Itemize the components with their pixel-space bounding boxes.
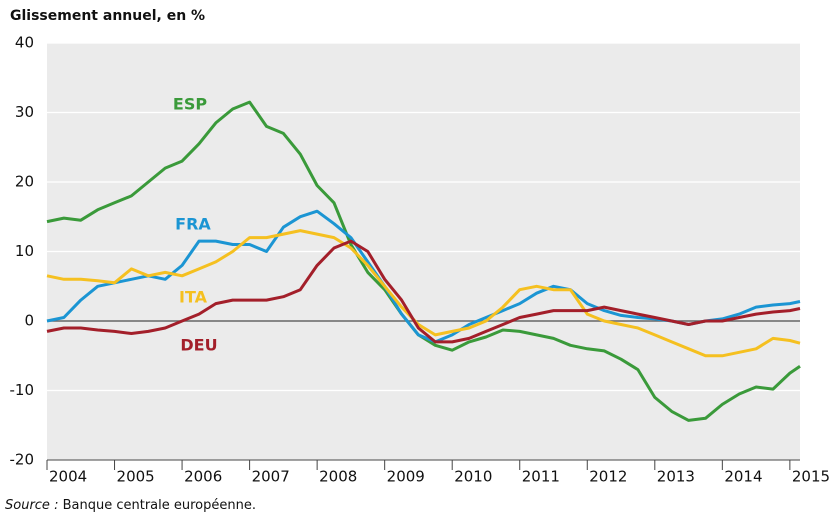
y-tick-label: 30 bbox=[15, 103, 34, 121]
x-tick-label: 2010 bbox=[454, 468, 492, 486]
source: Source : Banque centrale européenne. bbox=[5, 498, 256, 513]
series-line bbox=[46, 229, 801, 358]
x-tick-label: 2011 bbox=[522, 468, 560, 486]
x-tick-label: 2009 bbox=[387, 468, 425, 486]
series-label: DEU bbox=[180, 336, 217, 355]
series-line bbox=[46, 100, 801, 422]
source-text: Banque centrale européenne. bbox=[63, 498, 256, 513]
series-label: ITA bbox=[179, 288, 208, 307]
y-tick-label: 40 bbox=[15, 34, 34, 52]
x-tick-label: 2015 bbox=[792, 468, 830, 486]
series-label: ESP bbox=[173, 95, 207, 114]
y-tick-label: 10 bbox=[15, 242, 34, 260]
x-tick-label: 2012 bbox=[589, 468, 627, 486]
x-tick-label: 2008 bbox=[319, 468, 357, 486]
source-label: Source : bbox=[5, 498, 58, 513]
y-tick-label: -20 bbox=[10, 451, 35, 469]
x-tick-label: 2013 bbox=[657, 468, 695, 486]
x-tick-label: 2005 bbox=[117, 468, 155, 486]
x-tick-label: 2014 bbox=[724, 468, 762, 486]
series-label: FRA bbox=[175, 215, 211, 234]
y-tick-label: -10 bbox=[10, 381, 35, 399]
series-line bbox=[46, 239, 801, 344]
x-tick-label: 2006 bbox=[184, 468, 222, 486]
chart-subtitle: Glissement annuel, en % bbox=[10, 8, 205, 24]
x-tick-label: 2007 bbox=[252, 468, 290, 486]
x-tick-label: 2004 bbox=[49, 468, 87, 486]
y-tick-label: 0 bbox=[24, 312, 34, 330]
y-tick-label: 20 bbox=[15, 173, 34, 191]
